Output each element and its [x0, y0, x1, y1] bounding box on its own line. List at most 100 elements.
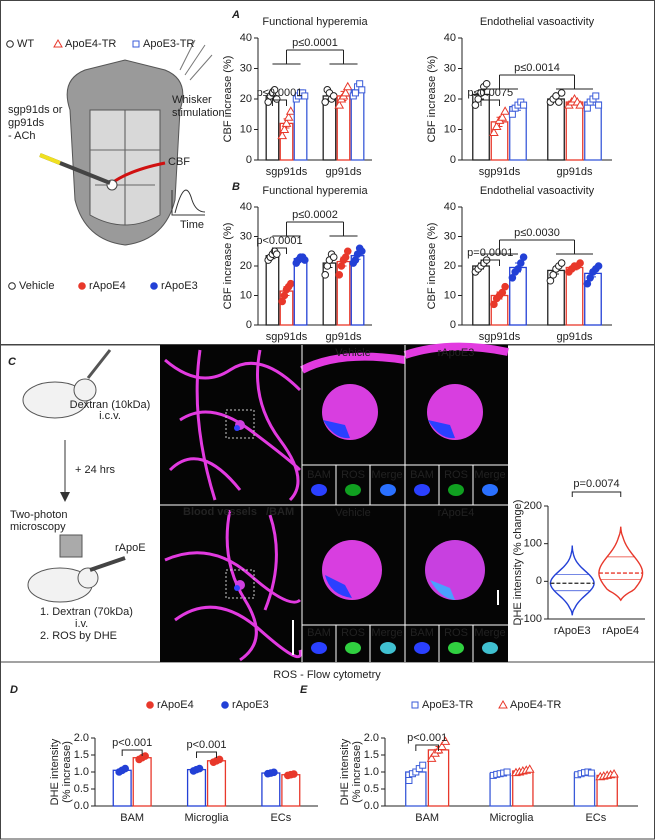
y-tick-label: 200: [524, 500, 542, 512]
y-tick-label: 0: [536, 575, 542, 587]
panel-letter: C: [8, 356, 17, 368]
x-tick-label: Microglia: [184, 812, 229, 824]
x-tick-label: BAM: [120, 812, 144, 824]
channel-label: Merge: [371, 469, 402, 481]
bracket: [272, 49, 358, 65]
section-title: ROS - Flow cytometry: [273, 669, 381, 681]
panel-letter: E: [300, 684, 308, 696]
channel-label: BAM: [307, 627, 331, 639]
x-tick-label: rApoE4: [602, 625, 639, 637]
x-tick-label: gp91ds: [325, 166, 362, 178]
point: [270, 86, 279, 94]
bracket: [415, 744, 440, 751]
legend-marker: [146, 701, 154, 709]
point: [503, 768, 511, 776]
bar: [265, 255, 280, 326]
point: [437, 741, 447, 750]
legend-label: rApoE3: [232, 699, 269, 711]
point: [343, 247, 352, 256]
channel-label: ROS: [341, 469, 365, 481]
panel-letter: D: [10, 684, 18, 696]
point: [520, 101, 528, 109]
annotation: p=0.0074: [573, 478, 619, 490]
y-axis-label: DHE intensity: [49, 738, 61, 805]
y-tick-label: 40: [444, 32, 456, 44]
bracket: [480, 259, 500, 266]
point: [351, 89, 359, 97]
point: [592, 92, 600, 100]
point: [508, 110, 516, 118]
bracket: [271, 99, 287, 106]
channel-label: Merge: [474, 469, 505, 481]
annotation: p≤0.0001: [257, 87, 303, 99]
point: [474, 95, 483, 103]
point: [477, 89, 485, 97]
bracket: [196, 751, 217, 758]
mouse-injection-illustration: [22, 349, 126, 603]
bar: [350, 89, 365, 161]
point: [549, 271, 558, 279]
point: [575, 100, 585, 109]
probe-label: gp91ds: [8, 117, 45, 129]
channel-label: ROS: [444, 469, 468, 481]
bar: [112, 769, 132, 807]
x-tick-label: gp91ds: [556, 166, 593, 178]
legend-label: Vehicle: [19, 280, 54, 292]
annotation: p≤0.0014: [514, 62, 560, 74]
y-tick-label: 0.0: [74, 800, 89, 812]
point: [490, 300, 498, 309]
step-label: i.v.: [75, 618, 88, 630]
overlay-label: /BAM: [266, 506, 294, 518]
panel-letter: A: [231, 9, 240, 21]
point: [272, 95, 281, 103]
point: [482, 79, 491, 88]
point: [272, 250, 281, 258]
legend-marker: [53, 38, 63, 48]
image-label: Vehicle: [335, 507, 370, 519]
legend-label: rApoE4: [157, 699, 194, 711]
point: [576, 259, 584, 267]
legend-marker: [498, 699, 508, 709]
y-tick-label: 1.0: [364, 766, 379, 778]
legend-marker: [150, 282, 158, 290]
point: [279, 124, 290, 133]
point: [340, 87, 351, 97]
y-tick-label: 1.5: [74, 749, 89, 761]
y-tick-label: 2.0: [364, 732, 379, 744]
x-tick-label: sgp91ds: [479, 331, 521, 343]
point: [426, 753, 437, 762]
annotation: p<0.001: [112, 737, 152, 749]
y-tick-label: 20: [444, 93, 456, 105]
step-label: 2. ROS by DHE: [40, 630, 117, 642]
point: [557, 259, 566, 267]
point: [121, 764, 130, 773]
point: [583, 279, 592, 288]
y-axis-label: CBF increase (%): [426, 56, 438, 143]
y-axis-label: (% increase): [351, 741, 363, 803]
x-tick-label: gp91ds: [556, 331, 593, 343]
bracket: [272, 221, 358, 237]
point: [195, 764, 204, 773]
point: [516, 259, 525, 267]
point: [405, 777, 413, 784]
microscope-label: microscopy: [10, 521, 66, 533]
point: [489, 127, 499, 137]
y-tick-label: 40: [240, 201, 252, 213]
y-axis-label: DHE intensity (% change): [512, 500, 524, 626]
point: [342, 81, 353, 91]
point: [215, 755, 224, 764]
y-tick-label: 1.5: [364, 749, 379, 761]
point: [334, 100, 345, 109]
point: [329, 92, 338, 100]
point: [321, 271, 329, 279]
bracket: [481, 239, 593, 255]
point: [419, 761, 427, 769]
point: [141, 752, 149, 760]
microscope-label: Two-photon: [10, 509, 67, 521]
point: [586, 274, 594, 282]
chart-title: Functional hyperemia: [262, 185, 368, 197]
point: [286, 279, 295, 288]
y-axis-label: (% increase): [61, 741, 73, 803]
y-tick-label: 40: [240, 32, 252, 44]
channel-label: BAM: [307, 469, 331, 481]
